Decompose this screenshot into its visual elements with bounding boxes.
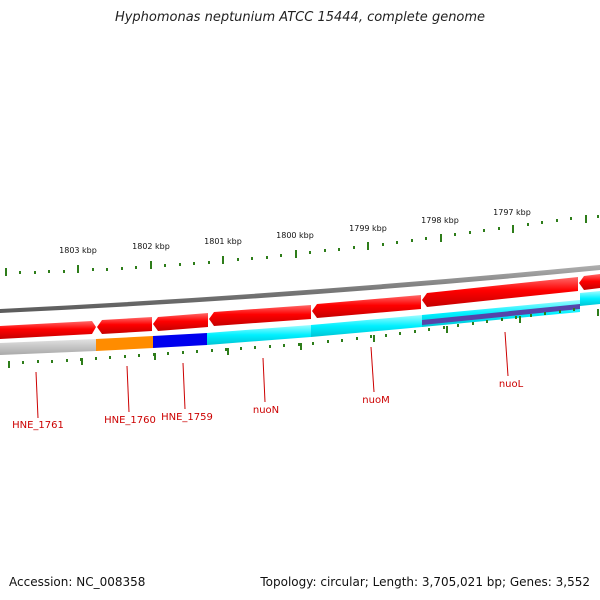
scale-label-1799: 1799 kbp: [349, 224, 387, 233]
scale-label-1803: 1803 kbp: [59, 246, 97, 255]
gene-block-nuon: [207, 325, 311, 345]
gene-arrow-red-5: [312, 295, 421, 318]
gene-label-nuol: nuoL: [499, 379, 524, 390]
gene-block-nuom: [311, 315, 422, 337]
scale-label-1797: 1797 kbp: [493, 208, 531, 217]
inner-ticks: [8, 308, 599, 368]
gene-label-nuon: nuoN: [253, 405, 279, 416]
scale-label-1800: 1800 kbp: [276, 231, 314, 240]
gene-label-hne-1759: HNE_1759: [161, 412, 213, 423]
map-title: Hyphomonas neptunium ATCC 15444, complet…: [114, 10, 486, 25]
gene-label-hne-1761: HNE_1761: [12, 420, 64, 431]
gene-arrow-red-3: [153, 313, 208, 331]
genome-backbone: [0, 265, 600, 313]
gene-block-nuol-overlap: [422, 304, 580, 325]
gene-arrow-red-4: [209, 305, 311, 326]
scale-label-1801: 1801 kbp: [204, 237, 242, 246]
gene-label-hne-1760: HNE_1760: [104, 415, 156, 426]
gene-arrow-hne-1761-forward: [0, 321, 96, 339]
gene-block-hne-1760: [96, 336, 153, 351]
forward-strand-genes: [0, 274, 600, 339]
scale-ticks: [5, 215, 599, 276]
scale-labels: 1803 kbp 1802 kbp 1801 kbp 1800 kbp 1799…: [59, 208, 531, 255]
gene-block-hne-1761: [0, 339, 96, 355]
scale-label-1802: 1802 kbp: [132, 242, 170, 251]
gene-labels: HNE_1761 HNE_1760 HNE_1759 nuoN nuoM nuo…: [12, 379, 523, 431]
reverse-strand-genes: [0, 291, 600, 355]
scale-label-1798: 1798 kbp: [421, 216, 459, 225]
gene-block-next: [580, 291, 600, 306]
gene-arrow-red-7: [579, 274, 600, 290]
label-leaders: [35, 331, 509, 419]
gene-label-nuom: nuoM: [362, 395, 389, 406]
genome-summary-text: Topology: circular; Length: 3,705,021 bp…: [260, 575, 590, 589]
gene-arrow-red-6: [422, 277, 578, 307]
gene-block-hne-1759: [153, 333, 207, 348]
gene-arrow-red-2: [97, 317, 152, 334]
accession-text: Accession: NC_008358: [9, 575, 146, 589]
